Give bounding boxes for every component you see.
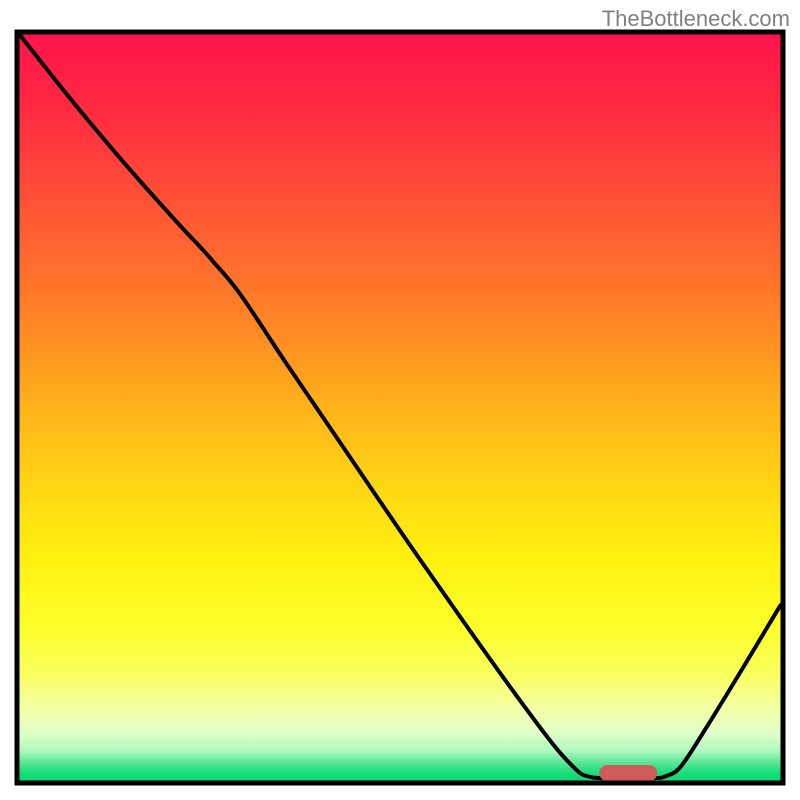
chart-container: TheBottleneck.com	[0, 0, 800, 800]
plot-background	[20, 35, 781, 781]
optimal-marker	[599, 765, 657, 781]
watermark: TheBottleneck.com	[602, 6, 790, 31]
bottleneck-chart: TheBottleneck.com	[0, 0, 800, 800]
